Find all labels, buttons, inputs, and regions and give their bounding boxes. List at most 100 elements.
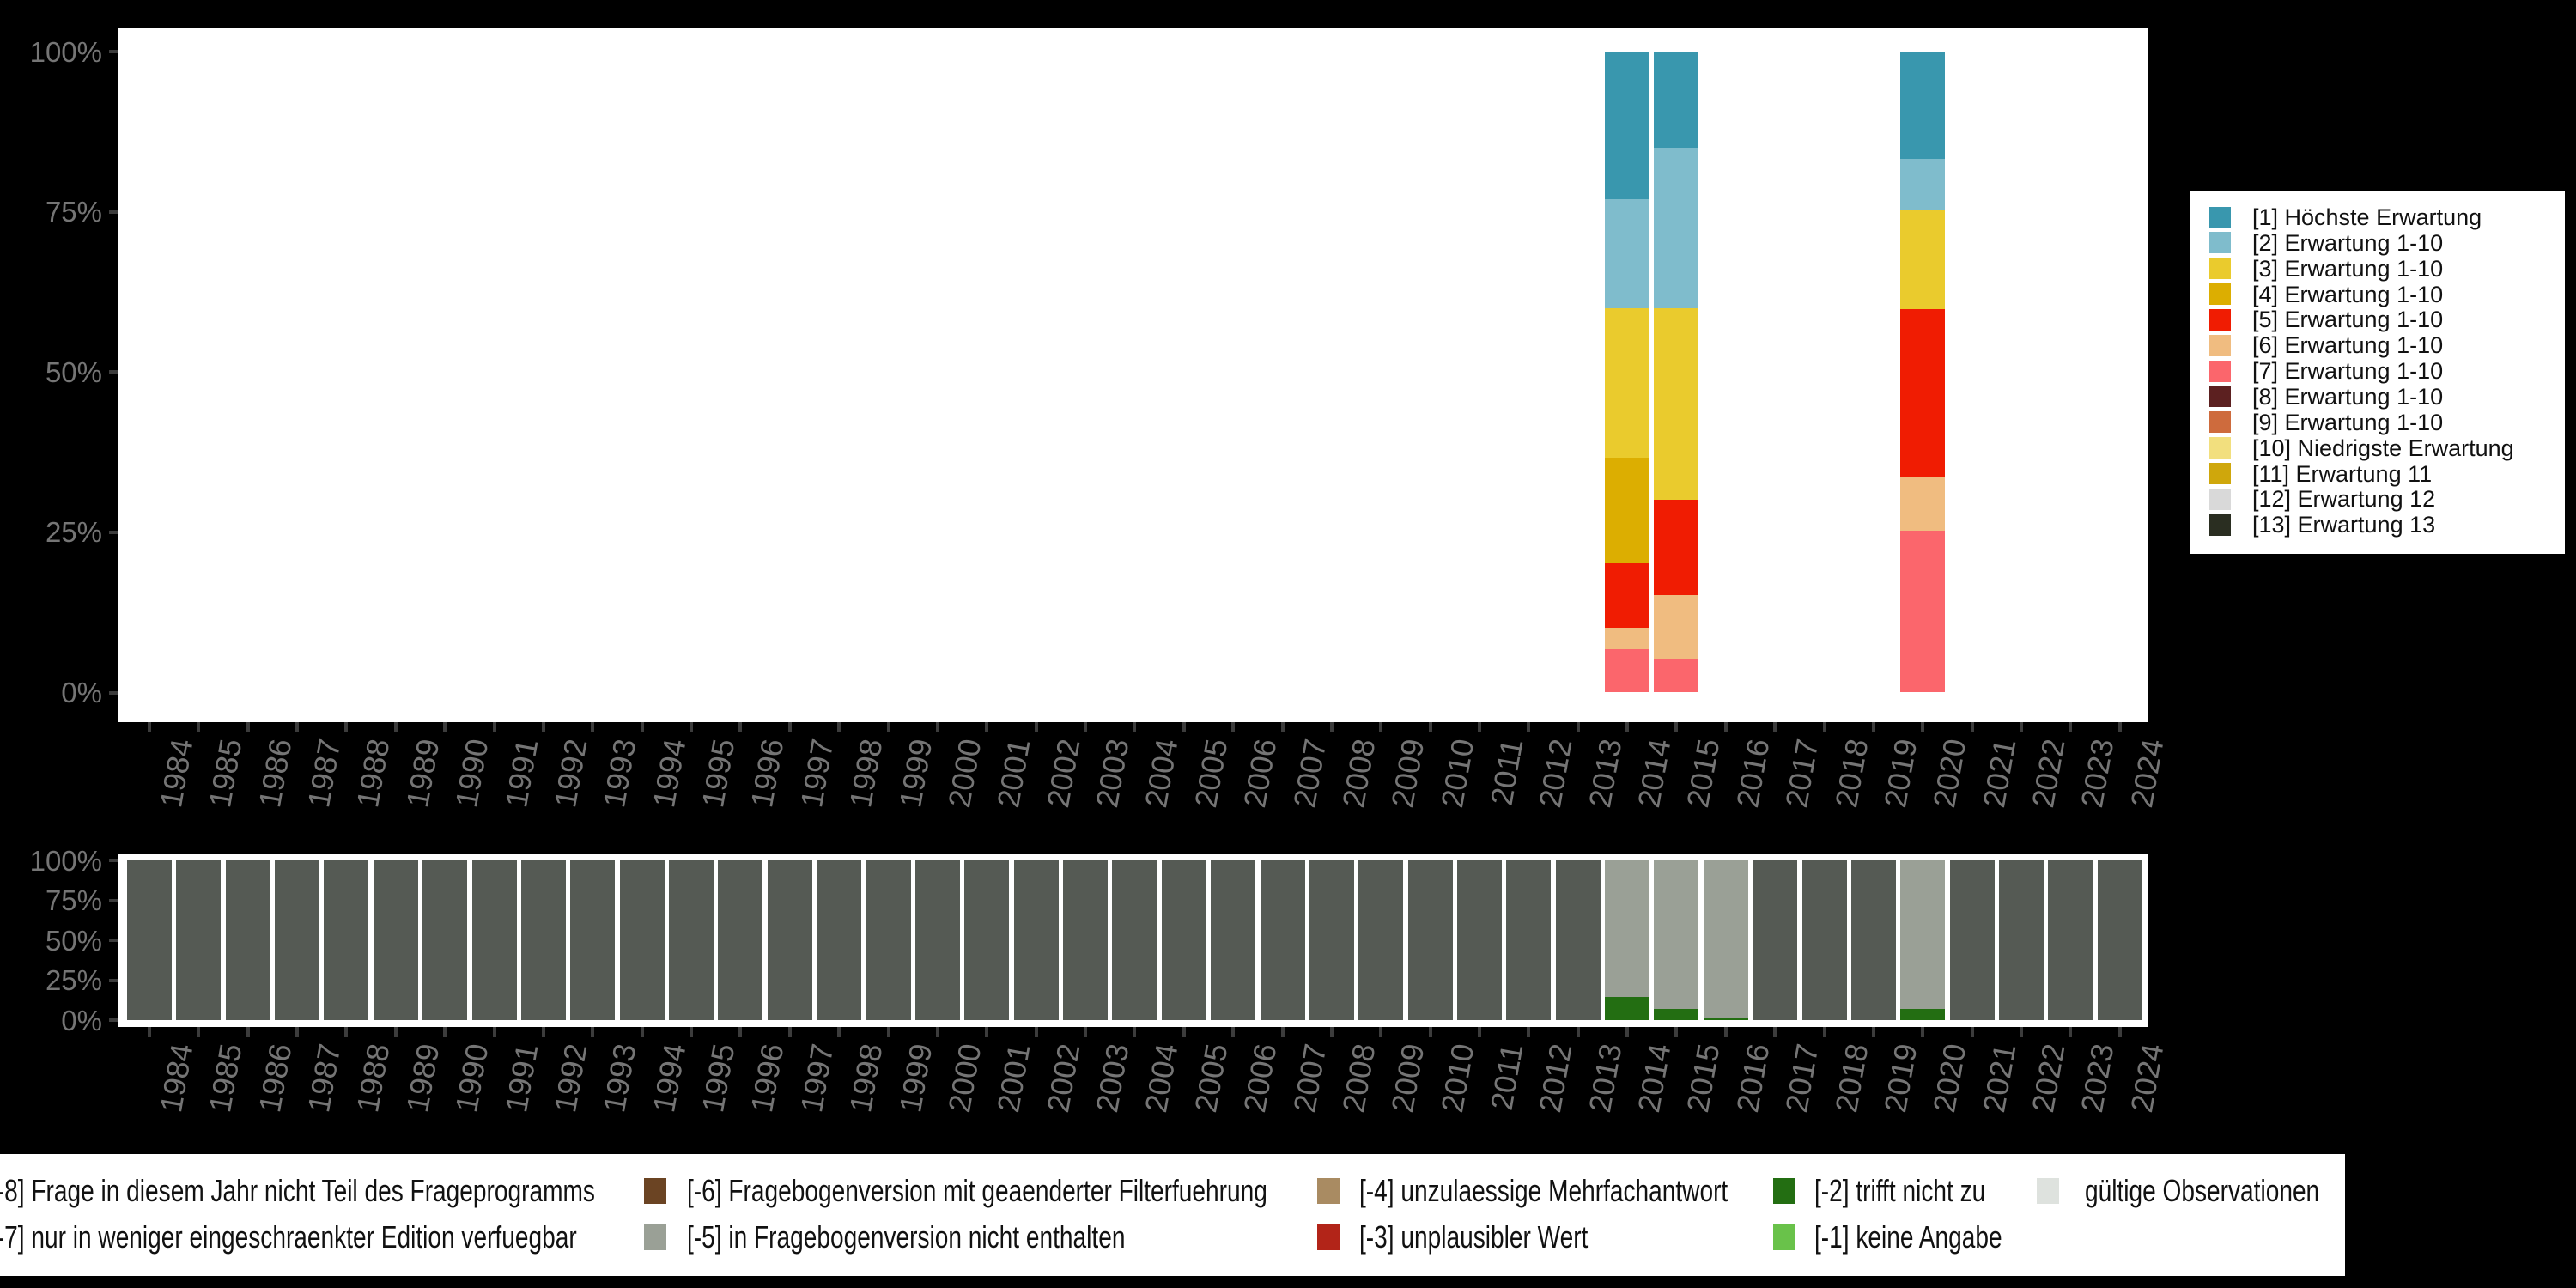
- bar-segment: [1555, 860, 1601, 1020]
- x-axis-tick-mark: [2020, 1027, 2024, 1037]
- x-axis-tick-mark: [2117, 1027, 2122, 1037]
- x-axis-tick-mark: [1921, 722, 1925, 732]
- x-axis-year-label: 1996: [744, 736, 791, 811]
- y-axis-tick-label: 0%: [61, 677, 102, 708]
- bar-segment: [1407, 860, 1453, 1020]
- legend-swatch: [1317, 1224, 1340, 1250]
- bar-segment: [1605, 628, 1650, 650]
- x-axis-tick-mark: [1329, 1027, 1334, 1037]
- x-axis-tick-mark: [787, 1027, 792, 1037]
- bar-segment: [1900, 210, 1946, 310]
- x-axis-tick-mark: [738, 722, 743, 732]
- bar-segment: [422, 860, 468, 1020]
- bar-segment: [2048, 860, 2093, 1020]
- bar-segment: [324, 860, 369, 1020]
- legend-label: [11] Erwartung 11: [2252, 460, 2433, 487]
- x-axis-tick-mark: [148, 722, 151, 732]
- legend-label: [10] Niedrigste Erwartung: [2252, 434, 2514, 461]
- bar-segment: [1309, 860, 1354, 1020]
- bar-segment: [1063, 860, 1109, 1020]
- bar-segment: [1900, 52, 1946, 160]
- x-axis-tick-mark: [935, 722, 939, 732]
- x-axis-tick-mark: [787, 722, 792, 732]
- x-axis-tick-mark: [1576, 1027, 1580, 1037]
- bar-segment: [964, 860, 1010, 1020]
- y-axis-tick-label: 100%: [29, 844, 102, 877]
- legend-label: [-7] nur in weniger eingeschraenkter Edi…: [0, 1219, 577, 1255]
- x-axis-year-label: 2007: [1285, 736, 1333, 811]
- x-axis-tick-mark: [1723, 722, 1728, 732]
- x-axis-tick-mark: [1674, 1027, 1679, 1037]
- x-axis-year-label: 1994: [645, 736, 693, 811]
- x-axis-year-label: 1985: [202, 736, 249, 811]
- x-axis-year-label: 2008: [1335, 736, 1382, 811]
- bar-segment: [520, 860, 566, 1020]
- x-axis-tick-mark: [1231, 722, 1236, 732]
- x-axis-year-label: 2015: [1680, 1041, 1727, 1115]
- legend-label: [-8] Frage in diesem Jahr nicht Teil des…: [0, 1173, 595, 1208]
- x-axis-year-label: 1993: [596, 736, 643, 811]
- x-axis-tick-mark: [1970, 1027, 1974, 1037]
- bar-segment: [2097, 860, 2142, 1020]
- bar-segment: [1654, 147, 1699, 308]
- x-axis-tick-mark: [985, 722, 989, 732]
- legend-swatch: [2209, 488, 2231, 510]
- bar-segment: [1605, 860, 1650, 998]
- x-axis-tick-mark: [492, 722, 496, 732]
- legend-label: [-6] Fragebogenversion mit geaenderter F…: [687, 1173, 1267, 1208]
- bar-segment: [225, 860, 270, 1020]
- x-axis-tick-mark: [344, 722, 349, 732]
- bar-segment: [718, 860, 763, 1020]
- x-axis-year-label: 2021: [1975, 1041, 2023, 1115]
- x-axis-year-label: 2000: [941, 1041, 988, 1115]
- x-axis-year-label: 2006: [1236, 1041, 1284, 1115]
- legend-label: [5] Erwartung 1-10: [2252, 307, 2444, 333]
- x-axis-year-label: 2003: [1089, 1041, 1136, 1115]
- x-axis-year-label: 2005: [1187, 1041, 1235, 1115]
- x-axis-tick-mark: [246, 1027, 250, 1037]
- legend-label: [8] Erwartung 1-10: [2252, 383, 2444, 410]
- x-axis-year-label: 2009: [1384, 736, 1431, 811]
- x-axis-tick-mark: [393, 1027, 398, 1037]
- legend-swatch: [2209, 308, 2231, 331]
- bar-segment: [1900, 1009, 1946, 1020]
- bar-segment: [817, 860, 862, 1020]
- x-axis-year-label: 1988: [349, 736, 397, 811]
- y-axis-tick-label: 50%: [45, 924, 102, 957]
- y-axis-tick-label: 100%: [29, 35, 102, 68]
- x-axis-year-label: 2019: [1877, 736, 1924, 811]
- legend-swatch: [2209, 206, 2231, 228]
- bar-segment: [1654, 307, 1699, 500]
- bar-segment: [176, 860, 222, 1020]
- x-axis-tick-mark: [1477, 722, 1481, 732]
- x-axis-tick-mark: [1970, 722, 1974, 732]
- legend-swatch: [644, 1178, 666, 1204]
- legend-label: [-1] keine Angabe: [1814, 1219, 2002, 1255]
- x-axis-tick-mark: [738, 1027, 743, 1037]
- x-axis-tick-mark: [1921, 1027, 1925, 1037]
- y-axis-tick-label: 50%: [45, 355, 102, 388]
- legend-label: [-2] trifft nicht zu: [1814, 1173, 1986, 1208]
- y-axis-tick-mark: [109, 370, 118, 374]
- x-axis-year-label: 1991: [497, 1041, 545, 1115]
- bar-segment: [1753, 860, 1798, 1020]
- x-axis-year-label: 2022: [2025, 736, 2072, 811]
- x-axis-tick-mark: [1477, 1027, 1481, 1037]
- x-axis-tick-mark: [2020, 722, 2024, 732]
- bar-segment: [127, 860, 172, 1020]
- x-axis-tick-mark: [1871, 1027, 1875, 1037]
- x-axis-year-label: 2021: [1975, 736, 2023, 811]
- x-axis-tick-mark: [2069, 1027, 2073, 1037]
- bar-segment: [1900, 530, 1946, 693]
- bar-segment: [1605, 307, 1650, 458]
- x-axis-tick-mark: [1674, 722, 1679, 732]
- x-axis-tick-mark: [344, 1027, 349, 1037]
- legend-label: gültige Observationen: [2085, 1173, 2320, 1208]
- legend-swatch: [2209, 360, 2231, 382]
- legend-swatch: [2209, 463, 2231, 484]
- bar-segment: [1850, 860, 1896, 1020]
- x-axis-year-label: 1987: [301, 736, 348, 811]
- bar-segment: [1605, 649, 1650, 693]
- x-axis-tick-mark: [886, 722, 890, 732]
- x-axis-year-label: 2000: [941, 736, 988, 811]
